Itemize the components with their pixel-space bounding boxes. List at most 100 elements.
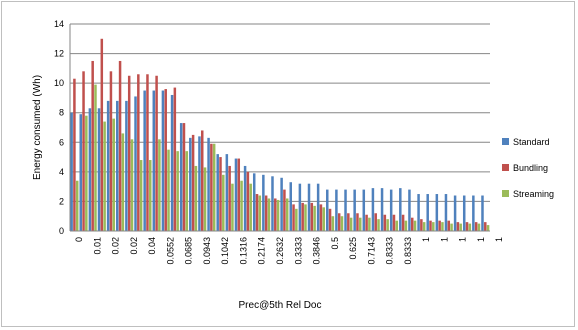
- y-tick-label: 0: [59, 226, 64, 236]
- bar-bundling: [274, 198, 277, 231]
- bar-standard: [198, 136, 201, 231]
- bar-standard: [97, 108, 101, 231]
- bar-bundling: [447, 220, 451, 231]
- x-tick-label: 0.5: [330, 237, 340, 250]
- bar-streaming: [340, 216, 344, 231]
- bar-streaming: [349, 217, 353, 231]
- bar-bundling: [146, 74, 149, 232]
- bar-standard: [444, 194, 448, 231]
- x-tick-label: 0.2632: [275, 237, 285, 265]
- bar-standard: [216, 154, 219, 231]
- bar-standard: [116, 100, 119, 231]
- bar-streaming: [167, 149, 170, 231]
- bar-bundling: [328, 208, 332, 231]
- x-tick-label: 0.01: [92, 237, 102, 255]
- bar-bundling: [264, 195, 268, 231]
- bar-streaming: [185, 151, 189, 231]
- bar-standard: [371, 188, 375, 231]
- bar-bundling: [301, 202, 304, 231]
- x-tick-label: 0.8333: [385, 237, 395, 265]
- bar-standard: [353, 189, 356, 231]
- y-axis-title: Energy consumed (Wh): [32, 75, 43, 180]
- x-tick-label: 0.0685: [184, 237, 194, 265]
- legend-label-standard: Standard: [513, 137, 550, 147]
- bar-bundling: [347, 213, 350, 231]
- bar-streaming: [149, 160, 152, 231]
- x-tick-label: 0.3333: [293, 237, 303, 265]
- bar-bundling: [109, 71, 113, 231]
- bar-streaming: [130, 139, 134, 231]
- x-tick-label: 0.0552: [165, 237, 175, 265]
- bar-streaming: [432, 222, 435, 231]
- bar-bundling: [91, 60, 94, 231]
- bar-standard: [207, 137, 210, 231]
- bar-standard: [362, 189, 366, 231]
- bar-bundling: [164, 89, 167, 231]
- bar-bundling: [420, 219, 423, 231]
- bar-streaming: [103, 121, 106, 231]
- bar-bundling: [118, 60, 122, 231]
- bar-streaming: [295, 208, 298, 231]
- legend: Standard Bundling Streaming: [502, 137, 554, 199]
- bar-bundling: [137, 74, 140, 232]
- bar-bundling: [474, 222, 478, 231]
- x-tick-label: 1: [421, 237, 431, 242]
- bar-standard: [189, 137, 192, 231]
- legend-swatch-streaming: [502, 190, 509, 197]
- x-tick-labels: 0 0.01 0.02 0.02 0.04 0.0552 0.0685 0.0943 0.104…: [74, 237, 504, 265]
- bar-standard: [225, 154, 229, 231]
- bar-standard: [262, 174, 265, 231]
- bar-bundling: [82, 71, 85, 231]
- bar-standard: [161, 90, 165, 232]
- x-axis-title: Prec@5th Rel Doc: [239, 300, 322, 311]
- bar-streaming: [194, 165, 198, 231]
- bar-standard: [481, 195, 484, 231]
- bar-standard: [271, 176, 274, 231]
- bar-bundling: [310, 202, 314, 231]
- bar-standard: [417, 194, 420, 231]
- x-tick-label: 0.7143: [366, 237, 376, 265]
- bar-bundling: [219, 157, 222, 231]
- bar-standard: [326, 189, 329, 231]
- x-tick-label: 0.02: [129, 237, 139, 255]
- bar-streaming: [377, 219, 380, 231]
- bar-streaming: [249, 183, 252, 231]
- bar-bundling: [356, 213, 359, 231]
- bar-standard: [426, 194, 429, 231]
- bar-streaming: [486, 225, 490, 231]
- bar-bundling: [374, 213, 377, 231]
- bar-bundling: [255, 194, 259, 231]
- legend-label-bundling: Bundling: [513, 163, 548, 173]
- bar-bundling: [210, 143, 213, 231]
- bar-streaming: [386, 219, 389, 231]
- bar-bundling: [155, 75, 158, 231]
- bar-standard: [408, 189, 411, 231]
- bar-bundling: [127, 75, 131, 231]
- bar-standard: [152, 90, 156, 232]
- bar-bundling: [337, 213, 341, 231]
- bar-streaming: [85, 115, 88, 231]
- bar-streaming: [94, 84, 97, 231]
- bar-bundling: [365, 214, 368, 231]
- bar-standard: [344, 189, 347, 231]
- bar-standard: [399, 188, 402, 231]
- x-tick-label: 0.8333: [403, 237, 413, 265]
- y-tick-label: 4: [59, 167, 64, 177]
- bar-streaming: [276, 199, 280, 231]
- bar-standard: [462, 195, 466, 231]
- bar-standard: [453, 195, 457, 231]
- bar-streaming: [240, 180, 243, 231]
- y-tick-label: 2: [59, 196, 64, 206]
- bar-standard: [435, 194, 439, 231]
- x-tick-label: 1: [439, 237, 449, 242]
- bar-streaming: [313, 205, 316, 231]
- bar-bundling: [246, 171, 250, 231]
- bar-streaming: [139, 160, 143, 231]
- legend-label-streaming: Streaming: [513, 189, 554, 199]
- bar-streaming: [359, 217, 362, 231]
- x-tick-label: 1: [458, 237, 468, 242]
- x-tick-label: 0.0943: [202, 237, 212, 265]
- legend-swatch-standard: [502, 138, 509, 145]
- bar-streaming: [322, 207, 325, 231]
- bar-bundling: [200, 130, 204, 231]
